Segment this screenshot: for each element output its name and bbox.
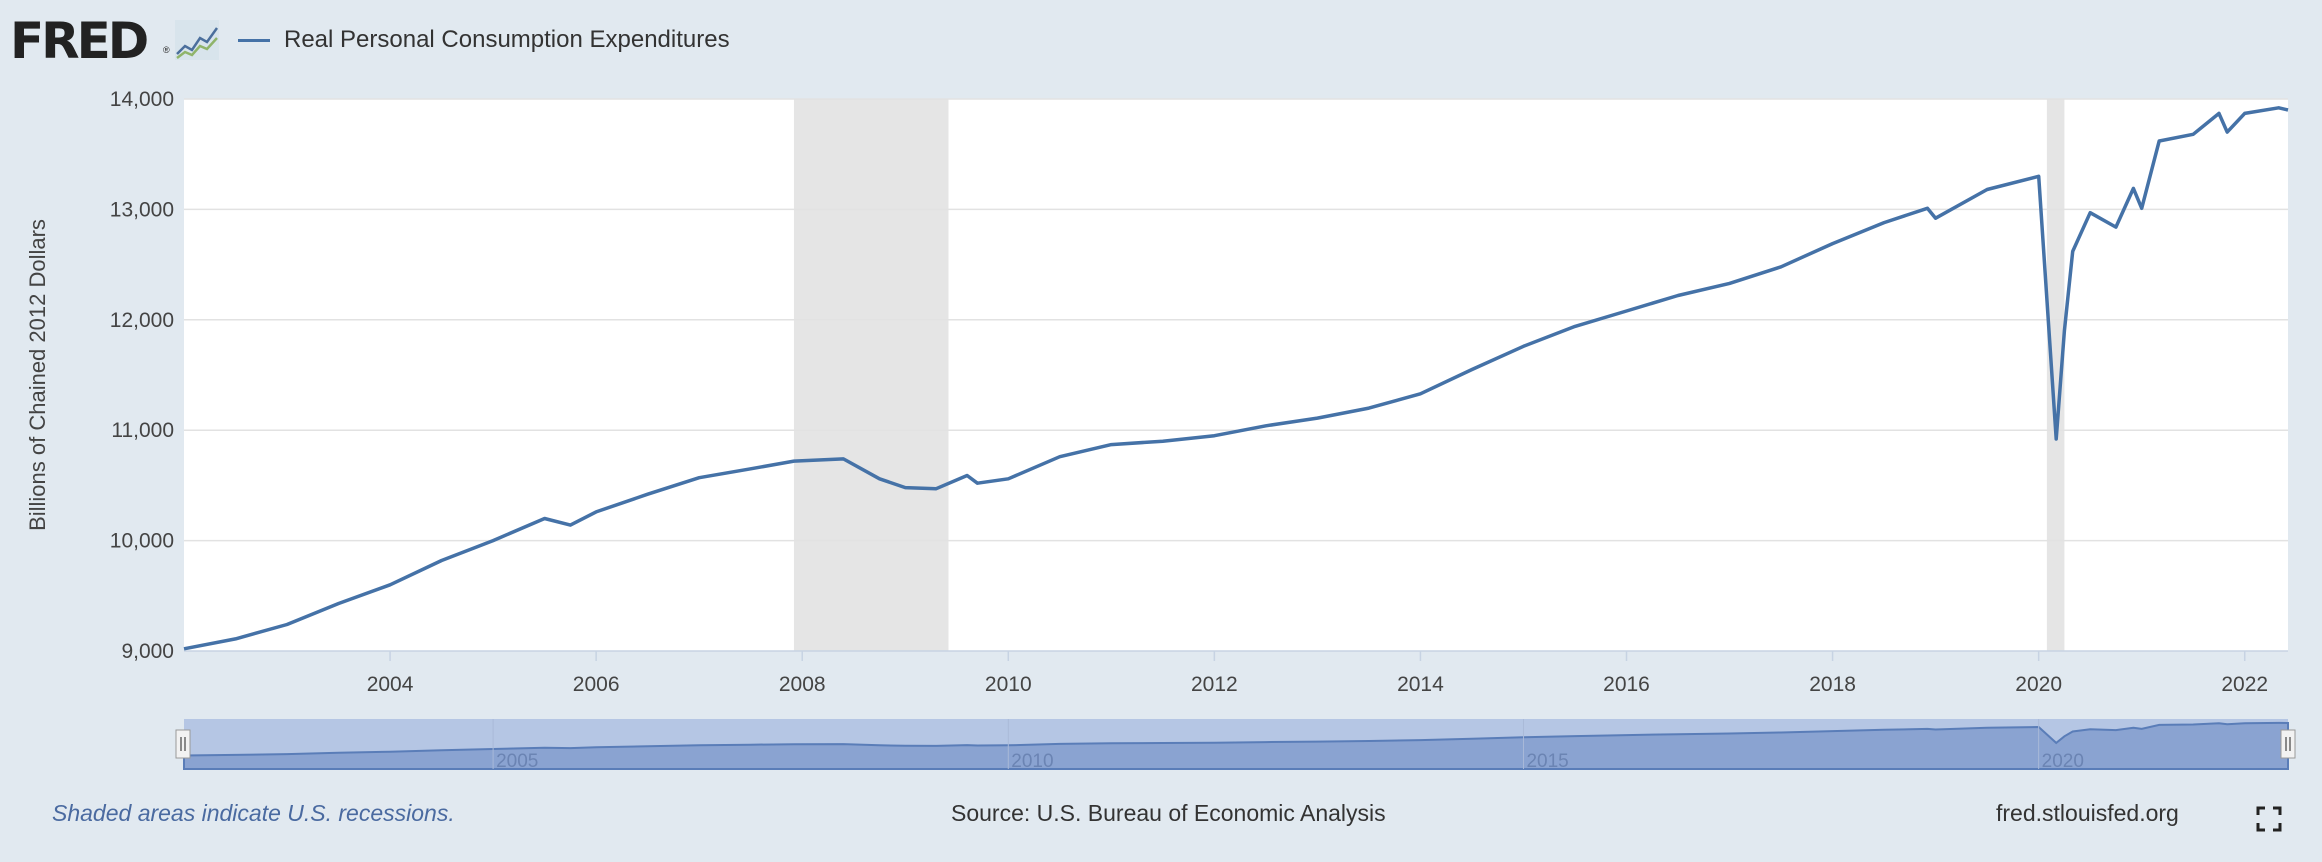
- navigator-handle-left[interactable]: [175, 729, 191, 759]
- fullscreen-icon[interactable]: [2256, 806, 2282, 832]
- navigator-handle-right[interactable]: [2280, 729, 2296, 759]
- fred-logo[interactable]: FRED: [10, 12, 149, 70]
- legend-swatch: [238, 38, 270, 42]
- registered-mark: ®: [163, 45, 170, 55]
- x-tick-label: 2020: [2015, 673, 2062, 696]
- navigator-tick-label: 2010: [1011, 751, 1053, 772]
- y-tick-label: 13,000: [110, 198, 174, 221]
- navigator-tick-label: 2015: [1526, 751, 1568, 772]
- navigator-series-area: [183, 721, 2289, 770]
- recession-bands: [793, 99, 2065, 651]
- x-axis: 2004 2006 2008 2010 2012 2014 2016 2018 2020 2022: [367, 651, 2268, 696]
- x-tick-label: 2016: [1603, 673, 1650, 696]
- site-link[interactable]: fred.stlouisfed.org: [1996, 800, 2179, 826]
- y-tick-label: 11,000: [111, 419, 174, 442]
- x-tick-label: 2018: [1809, 673, 1856, 696]
- y-tick-label: 9,000: [121, 640, 174, 663]
- x-tick-label: 2008: [779, 673, 826, 696]
- range-navigator[interactable]: 2005 2010 2015 2020: [175, 719, 2296, 772]
- y-axis: 9,000 10,000 11,000 12,000 13,000 14,000: [110, 88, 174, 663]
- navigator-ticks: 2005 2010 2015 2020: [492, 719, 2084, 772]
- recession-note: Shaded areas indicate U.S. recessions.: [52, 800, 455, 826]
- chart: 9,000 10,000 11,000 12,000 13,000 14,000 2004…: [25, 88, 2296, 772]
- chart-header: FRED ® Real Personal Consumption Expendi…: [0, 0, 2322, 90]
- source-text[interactable]: Source: U.S. Bureau of Economic Analysis: [951, 800, 1386, 826]
- line-chart-icon: [175, 20, 219, 60]
- x-tick-label: 2004: [367, 673, 414, 696]
- x-tick-label: 2010: [985, 673, 1032, 696]
- recession-band-1: [2046, 99, 2065, 651]
- x-tick-label: 2022: [2221, 673, 2268, 696]
- navigator-tick-label: 2005: [496, 751, 538, 772]
- y-tick-label: 12,000: [110, 309, 174, 332]
- legend-series-label: Real Personal Consumption Expenditures: [284, 26, 730, 53]
- legend: Real Personal Consumption Expenditures: [238, 22, 730, 58]
- series-line[interactable]: [183, 106, 2289, 651]
- y-tick-label: 14,000: [110, 88, 174, 111]
- x-tick-label: 2012: [1191, 673, 1238, 696]
- y-axis-label: Billions of Chained 2012 Dollars: [25, 219, 50, 531]
- x-tick-label: 2014: [1397, 673, 1444, 696]
- plot-area: [184, 99, 2288, 651]
- navigator-tick-label: 2020: [2042, 751, 2084, 772]
- x-tick-label: 2006: [573, 673, 620, 696]
- recession-band-0: [793, 99, 949, 651]
- y-tick-label: 10,000: [110, 530, 174, 553]
